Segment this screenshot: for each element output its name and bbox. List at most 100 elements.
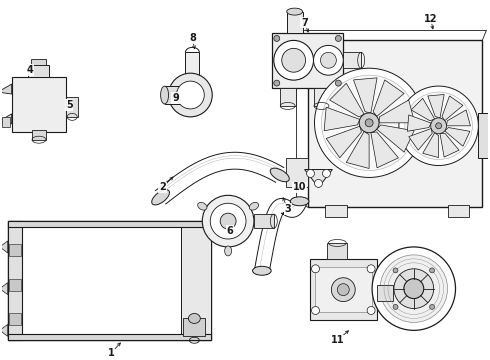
Circle shape <box>274 80 280 86</box>
Bar <box>287 12 303 33</box>
Bar <box>8 221 22 340</box>
Polygon shape <box>411 98 435 121</box>
Circle shape <box>335 80 342 86</box>
Circle shape <box>307 170 315 177</box>
Bar <box>343 52 361 68</box>
Bar <box>30 59 47 65</box>
Bar <box>183 319 205 336</box>
Polygon shape <box>442 96 463 121</box>
Bar <box>8 221 211 340</box>
Polygon shape <box>371 132 398 168</box>
Text: 5: 5 <box>66 100 73 110</box>
Bar <box>8 221 211 227</box>
Ellipse shape <box>249 202 259 210</box>
Polygon shape <box>254 198 306 272</box>
Bar <box>325 205 347 217</box>
Circle shape <box>169 73 212 117</box>
Bar <box>286 158 308 187</box>
Polygon shape <box>445 127 470 146</box>
Bar <box>181 221 211 340</box>
Polygon shape <box>353 78 377 113</box>
Polygon shape <box>407 115 431 131</box>
Ellipse shape <box>188 314 200 323</box>
Bar <box>308 40 482 207</box>
Ellipse shape <box>287 8 303 15</box>
Polygon shape <box>0 84 12 94</box>
Text: 9: 9 <box>172 93 179 103</box>
Circle shape <box>393 268 398 273</box>
Text: 6: 6 <box>227 226 233 236</box>
Text: 8: 8 <box>189 33 196 44</box>
Bar <box>327 243 347 259</box>
Circle shape <box>312 306 319 315</box>
Polygon shape <box>379 100 415 123</box>
Polygon shape <box>346 131 369 168</box>
Circle shape <box>430 268 435 273</box>
Circle shape <box>314 45 343 75</box>
Bar <box>254 214 274 228</box>
Circle shape <box>315 68 424 177</box>
Bar <box>377 285 393 301</box>
Polygon shape <box>409 129 432 150</box>
Circle shape <box>431 118 446 134</box>
Circle shape <box>210 203 246 239</box>
Ellipse shape <box>252 266 271 275</box>
Bar <box>314 88 329 106</box>
Ellipse shape <box>290 197 309 206</box>
Text: 3: 3 <box>284 204 291 214</box>
Ellipse shape <box>270 168 289 182</box>
Polygon shape <box>155 152 284 204</box>
Polygon shape <box>0 114 12 124</box>
Bar <box>66 97 78 117</box>
Circle shape <box>436 123 441 129</box>
Ellipse shape <box>152 190 170 205</box>
Text: 11: 11 <box>331 335 344 345</box>
Bar <box>280 88 295 106</box>
Circle shape <box>176 81 204 109</box>
Text: 2: 2 <box>159 183 166 192</box>
Circle shape <box>202 195 254 247</box>
Circle shape <box>337 284 349 296</box>
Ellipse shape <box>161 86 169 104</box>
Circle shape <box>282 48 306 72</box>
Circle shape <box>312 265 319 273</box>
Polygon shape <box>324 107 360 131</box>
Bar <box>447 205 469 217</box>
Circle shape <box>359 113 379 133</box>
Bar <box>12 77 66 132</box>
Polygon shape <box>326 126 362 158</box>
Bar <box>9 244 21 256</box>
Circle shape <box>365 119 373 127</box>
Polygon shape <box>0 324 8 336</box>
Polygon shape <box>440 134 459 157</box>
Circle shape <box>320 52 336 68</box>
Bar <box>165 86 193 104</box>
Bar <box>315 267 372 312</box>
Polygon shape <box>423 133 439 158</box>
Text: 1: 1 <box>108 348 114 358</box>
Bar <box>9 314 21 325</box>
Circle shape <box>367 306 375 315</box>
Text: 4: 4 <box>26 65 33 75</box>
Ellipse shape <box>197 202 207 210</box>
Text: 12: 12 <box>424 14 438 23</box>
Bar <box>2 117 10 127</box>
Circle shape <box>331 278 355 302</box>
Bar <box>478 113 490 158</box>
Circle shape <box>394 269 434 309</box>
Circle shape <box>220 213 236 229</box>
Bar <box>272 33 343 88</box>
Polygon shape <box>330 83 364 117</box>
Circle shape <box>372 247 456 330</box>
Bar <box>9 279 21 291</box>
Circle shape <box>380 255 447 323</box>
Circle shape <box>335 35 342 41</box>
Circle shape <box>405 92 472 159</box>
Circle shape <box>367 265 375 273</box>
Bar <box>31 130 47 140</box>
Polygon shape <box>0 241 8 253</box>
Polygon shape <box>0 283 8 294</box>
Bar <box>27 65 49 77</box>
Text: 7: 7 <box>301 18 308 27</box>
Polygon shape <box>428 95 444 118</box>
